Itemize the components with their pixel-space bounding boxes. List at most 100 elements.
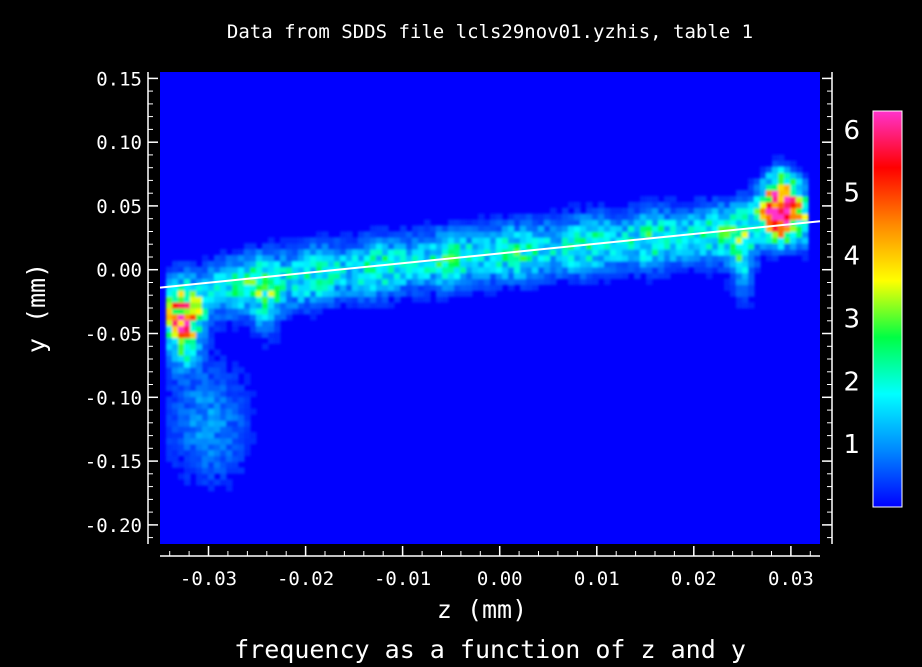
heatmap-cell	[238, 384, 245, 392]
heatmap-cell	[652, 225, 659, 232]
heatmap-cell	[190, 402, 197, 409]
heatmap-cell	[694, 254, 701, 262]
heatmap-cell	[568, 201, 575, 209]
heatmap-cell	[286, 313, 293, 321]
heatmap-cell	[424, 219, 431, 226]
heatmap-cell	[790, 184, 797, 191]
heatmap-cell	[346, 278, 353, 285]
heatmap-cell	[256, 260, 263, 268]
heatmap-cell	[682, 219, 689, 226]
heatmap-cell	[364, 243, 371, 250]
heatmap-cell	[736, 290, 743, 297]
heatmap-cell	[784, 213, 791, 221]
heatmap-cell	[748, 207, 755, 215]
heatmap-cell	[544, 225, 551, 232]
heatmap-cell	[610, 272, 617, 280]
heatmap-cell	[784, 225, 791, 232]
heatmap-cell	[460, 219, 467, 226]
heatmap-cell	[754, 184, 761, 191]
heatmap-cell	[580, 225, 587, 232]
heatmap-cell	[466, 278, 473, 285]
heatmap-cell	[220, 437, 227, 445]
heatmap-cell	[616, 266, 623, 274]
heatmap-cell	[178, 384, 185, 392]
heatmap-cell	[196, 278, 203, 285]
heatmap-cell	[478, 231, 485, 238]
heatmap-cell	[574, 278, 581, 285]
heatmap-cell	[604, 272, 611, 280]
heatmap-cell	[208, 325, 215, 333]
heatmap-cell	[238, 455, 245, 462]
heatmap-cell	[214, 272, 221, 280]
heatmap-cell	[568, 231, 575, 238]
heatmap-cell	[778, 190, 785, 197]
heatmap-cell	[214, 325, 221, 333]
heatmap-cell	[232, 443, 239, 451]
heatmap-cell	[544, 243, 551, 250]
heatmap-cell	[418, 296, 425, 303]
heatmap-cell	[760, 166, 767, 173]
heatmap-cell	[430, 225, 437, 232]
heatmap-cell	[634, 254, 641, 262]
heatmap-cell	[514, 225, 521, 232]
heatmap-cell	[778, 231, 785, 238]
heatmap-cell	[298, 302, 305, 309]
heatmap-cell	[484, 284, 491, 291]
heatmap-cell	[796, 249, 803, 256]
heatmap-cell	[196, 302, 203, 309]
heatmap-cell	[196, 367, 203, 374]
heatmap-cell	[208, 461, 215, 468]
heatmap-cell	[742, 201, 749, 209]
heatmap-cell	[268, 237, 275, 244]
heatmap-cell	[340, 290, 347, 297]
heatmap-cell	[466, 260, 473, 268]
heatmap-cell	[274, 302, 281, 309]
heatmap-cell	[802, 190, 809, 197]
heatmap-cell	[244, 396, 251, 403]
heatmap-cell	[436, 278, 443, 285]
heatmap-cell	[592, 249, 599, 256]
heatmap-cell	[268, 308, 275, 315]
heatmap-cell	[466, 284, 473, 291]
heatmap-cell	[544, 249, 551, 256]
heatmap-cell	[706, 201, 713, 209]
heatmap-cell	[208, 390, 215, 398]
heatmap-cell	[184, 313, 191, 321]
heatmap-cell	[370, 260, 377, 268]
heatmap-cell	[232, 384, 239, 392]
heatmap-cell	[526, 225, 533, 232]
heatmap-cell	[412, 284, 419, 291]
heatmap-cell	[334, 237, 341, 244]
heatmap-cell	[742, 207, 749, 215]
heatmap-cell	[520, 278, 527, 285]
heatmap-cell	[286, 254, 293, 262]
heatmap-cell	[502, 219, 509, 226]
heatmap-cell	[172, 266, 179, 274]
heatmap-cell	[178, 319, 185, 327]
heatmap-cell	[184, 260, 191, 268]
heatmap-cell	[532, 284, 539, 291]
heatmap-cell	[622, 219, 629, 226]
heatmap-cell	[658, 201, 665, 209]
heatmap-cell	[412, 243, 419, 250]
heatmap-cell	[370, 249, 377, 256]
heatmap-cell	[178, 443, 185, 451]
heatmap-cell	[196, 343, 203, 350]
heatmap-cell	[604, 249, 611, 256]
heatmap-cell	[376, 266, 383, 274]
heatmap-cell	[292, 278, 299, 285]
heatmap-cell	[562, 207, 569, 215]
heatmap-cell	[640, 249, 647, 256]
heatmap-cell	[382, 302, 389, 309]
heatmap-cell	[232, 378, 239, 386]
heatmap-cell	[334, 243, 341, 250]
heatmap-cell	[244, 402, 251, 409]
heatmap-cell	[190, 420, 197, 427]
heatmap-cell	[382, 266, 389, 274]
heatmap-cell	[190, 278, 197, 285]
heatmap-cell	[274, 254, 281, 262]
heatmap-cell	[220, 431, 227, 439]
heatmap-cell	[694, 237, 701, 244]
heatmap-cell	[370, 302, 377, 309]
heatmap-cell	[196, 384, 203, 392]
